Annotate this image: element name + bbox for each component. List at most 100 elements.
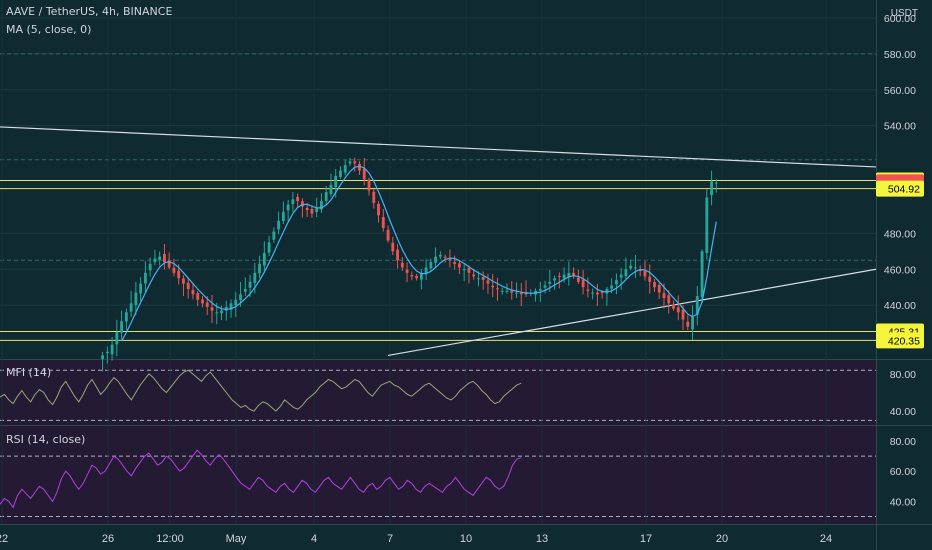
candle-body [438, 254, 442, 257]
time-tick-label: 13 [536, 533, 548, 545]
mfi-pane[interactable] [0, 360, 876, 425]
candle-body [229, 303, 233, 310]
price-tick-label: 560.00 [884, 85, 916, 97]
candle-body [614, 280, 618, 285]
candle-body [667, 295, 671, 304]
candle-body [143, 272, 147, 284]
candle-body [595, 292, 599, 295]
time-tick-label: 12:00 [156, 533, 184, 545]
candle-body [234, 299, 238, 306]
mfi-tick-label: 80.00 [890, 369, 916, 381]
price-axis-background[interactable] [876, 0, 932, 550]
candle-body [415, 275, 419, 279]
candle-body [353, 161, 357, 164]
candle-body [605, 288, 609, 294]
candle-body [543, 285, 547, 288]
candle-body [638, 269, 642, 272]
candle-body [381, 217, 385, 228]
candle-body [557, 275, 561, 277]
candle-body [391, 242, 395, 252]
candle-body [239, 294, 242, 301]
candle-body [629, 265, 633, 269]
candle-body [429, 262, 433, 269]
candle-body [324, 192, 328, 201]
candle-body [343, 165, 347, 173]
candle-body [624, 269, 628, 277]
candle-body [515, 292, 518, 294]
trendlines [0, 126, 877, 357]
candle-body [681, 309, 685, 320]
symbol-legend[interactable]: AAVE / TetherUS, 4h, BINANCE [6, 5, 173, 18]
candle-body [243, 288, 247, 292]
price-tick-label: 440.00 [884, 300, 916, 312]
trendline[interactable] [0, 126, 877, 168]
candle-body [139, 283, 143, 294]
time-tick-label: 4 [311, 533, 317, 545]
candle-body [538, 288, 542, 291]
candle-body [272, 231, 276, 240]
candle-body [572, 272, 576, 277]
candle-body [510, 290, 514, 293]
ma-legend[interactable]: MA (5, close, 0) [6, 23, 92, 36]
candle-body [453, 261, 457, 264]
candle-body [424, 267, 428, 274]
candle-body [657, 284, 661, 293]
candle-body [134, 292, 138, 306]
candle-body [281, 211, 285, 221]
candle-body [691, 315, 694, 330]
candle-body [162, 254, 166, 263]
candle-body [496, 288, 499, 290]
candle-body [305, 207, 309, 211]
candle-body [619, 274, 623, 278]
mfi-line [0, 369, 522, 412]
candle-body [191, 289, 195, 295]
candle-body [500, 290, 504, 292]
price-tick-label: 580.00 [884, 49, 916, 61]
rsi-legend[interactable]: RSI (14, close) [6, 433, 86, 446]
candle-body [205, 302, 209, 307]
rsi-pane[interactable] [0, 426, 876, 524]
grid-lines [0, 17, 876, 517]
candle-body [467, 268, 471, 273]
candle-body [686, 321, 690, 327]
candle-body [410, 275, 414, 277]
candle-body [519, 292, 523, 295]
candle-body [591, 292, 595, 294]
mfi-legend[interactable]: MFI (14) [6, 366, 52, 379]
price-tick-label: 480.00 [884, 228, 916, 240]
price-markers: 509.47508.3702:52:47504.92425.31420.35 [876, 172, 924, 349]
ma-line [121, 165, 717, 342]
candle-body [115, 332, 119, 345]
candle-body [296, 196, 300, 202]
candle-body [153, 258, 157, 263]
rsi-tick-label: 60.00 [890, 466, 916, 478]
candle-body [567, 272, 571, 278]
candle-body [419, 272, 423, 280]
candle-body [258, 263, 262, 274]
candle-body [486, 280, 490, 284]
candle-body [634, 267, 637, 269]
candle-body [120, 321, 124, 333]
candle-body [110, 344, 114, 355]
rsi-line [0, 449, 522, 509]
candle-body [358, 163, 361, 171]
candle-body [581, 279, 585, 288]
candle-body [377, 203, 380, 216]
trendline[interactable] [387, 268, 877, 357]
candle-body [700, 251, 704, 298]
mfi-indicator [0, 369, 522, 412]
candle-body [286, 204, 290, 211]
candle-body [648, 276, 652, 282]
price-marker-level: 420.35 [876, 332, 924, 349]
candle-body [481, 276, 485, 281]
candle-body [562, 274, 566, 279]
price-pane[interactable] [0, 0, 876, 359]
candle-body [105, 351, 109, 354]
candle-body [215, 312, 219, 314]
time-axis[interactable]: 22 26 12:00 May 4 7 10 13 17 20 24 [0, 533, 832, 545]
candle-body [348, 161, 352, 164]
candle-body [462, 269, 466, 271]
mfi-tick-label: 40.00 [890, 406, 916, 418]
